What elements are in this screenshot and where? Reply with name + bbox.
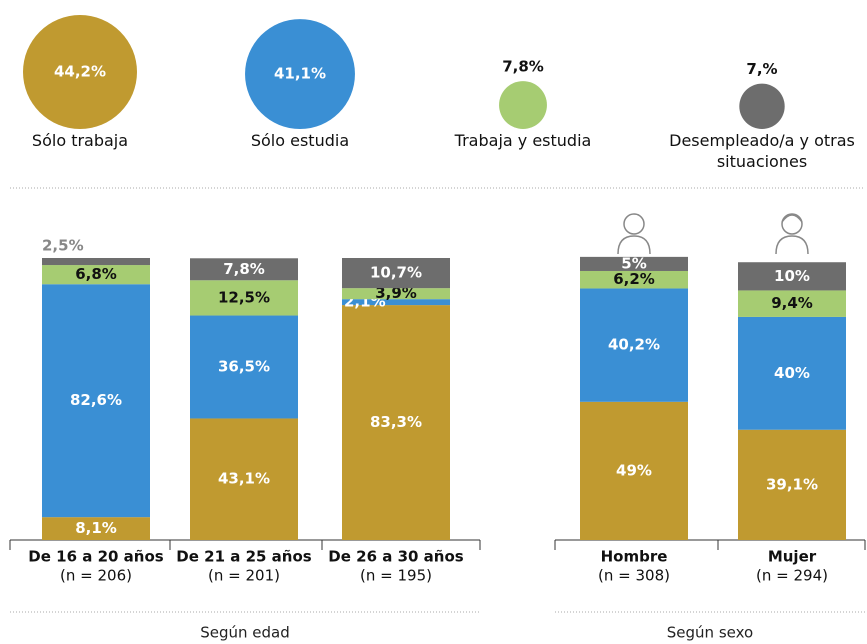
n-label: (n = 308) xyxy=(598,567,670,585)
value-label: 43,1% xyxy=(218,470,270,488)
bar-segment xyxy=(580,270,688,289)
value-label: 6,2% xyxy=(613,270,655,288)
bar-segment xyxy=(738,290,846,317)
value-label: 10% xyxy=(774,267,810,285)
bar-segment xyxy=(190,258,298,281)
value-label: 40% xyxy=(774,364,810,382)
value-label: 83,3% xyxy=(370,413,422,431)
x-tick-label: De 21 a 25 años xyxy=(176,548,311,566)
x-tick-label: Mujer xyxy=(768,548,817,566)
n-label: (n = 206) xyxy=(60,567,132,585)
group-title: Según sexo xyxy=(667,624,753,642)
bar-segment xyxy=(342,299,450,306)
bar-segment xyxy=(190,280,298,316)
value-label: 82,6% xyxy=(70,391,122,409)
group-title: Según edad xyxy=(200,624,290,642)
bar-segment xyxy=(342,258,450,289)
value-label: 5% xyxy=(621,254,646,272)
value-label: 6,8% xyxy=(75,265,117,283)
value-label: 36,5% xyxy=(218,357,270,375)
male-icon xyxy=(617,213,651,255)
value-label: 9,4% xyxy=(771,294,813,312)
value-label: 44,2% xyxy=(54,63,106,81)
female-icon xyxy=(775,213,809,255)
bar-segment xyxy=(342,288,450,300)
x-tick-label: De 16 a 20 años xyxy=(28,548,163,566)
value-label: 40,2% xyxy=(608,336,660,354)
value-label: 7,8% xyxy=(223,260,265,278)
n-label: (n = 201) xyxy=(208,567,280,585)
value-label: 10,7% xyxy=(370,264,422,282)
category-label: Sólo estudia xyxy=(250,131,350,150)
bar-segment xyxy=(738,262,846,291)
bubble xyxy=(245,19,355,129)
x-tick-label: Hombre xyxy=(601,548,668,566)
category-label: Sólo trabaja xyxy=(31,131,129,150)
bubble xyxy=(23,15,137,129)
category-label: Desempleado/a y otras situaciones xyxy=(669,131,855,171)
bar-segment xyxy=(190,418,298,540)
bar-segment xyxy=(580,401,688,540)
value-label: 8,1% xyxy=(75,519,117,537)
bar-segment xyxy=(42,517,150,540)
bar-segment xyxy=(342,305,450,540)
value-label: 41,1% xyxy=(274,65,326,83)
value-label: 7,% xyxy=(746,60,777,78)
bar-segment xyxy=(190,315,298,419)
n-label: (n = 294) xyxy=(756,567,828,585)
bubble xyxy=(499,81,547,129)
bar-segment xyxy=(738,316,846,430)
bar-segment xyxy=(42,265,150,285)
bar-segment xyxy=(738,429,846,540)
category-label: Trabaja y estudia xyxy=(454,131,592,150)
value-label: 2,5% xyxy=(42,237,84,255)
n-label: (n = 195) xyxy=(360,567,432,585)
bar-segment xyxy=(580,256,688,271)
bar-segment xyxy=(42,258,150,266)
value-label: 39,1% xyxy=(766,475,818,493)
value-label: 49% xyxy=(616,461,652,479)
bubble xyxy=(739,83,785,129)
value-label: 3,9% xyxy=(375,284,417,302)
bar-segment xyxy=(42,284,150,518)
x-tick-label: De 26 a 30 años xyxy=(328,548,463,566)
value-label: 7,8% xyxy=(502,58,544,76)
bar-segment xyxy=(580,288,688,402)
value-label: 12,5% xyxy=(218,288,270,306)
